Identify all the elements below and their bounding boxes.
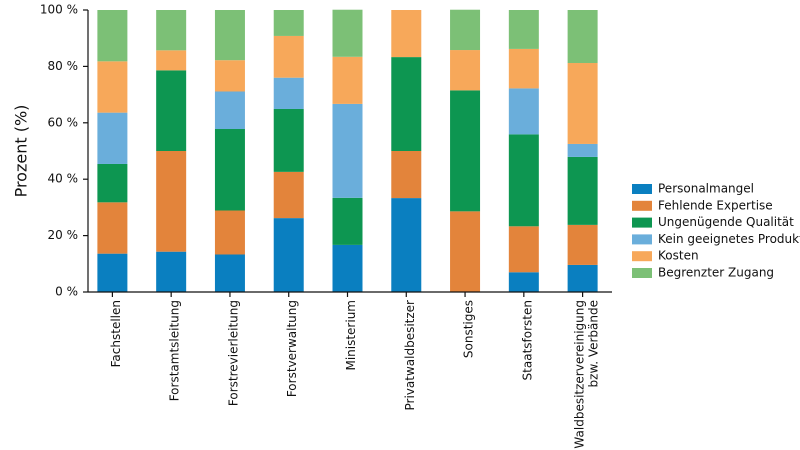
y-tick-label: 80 %	[48, 59, 79, 73]
x-tick-label: Staatsforsten	[520, 300, 534, 380]
y-tick-label: 100 %	[40, 3, 78, 17]
bar-segment	[97, 10, 128, 62]
bar-segment	[391, 151, 422, 199]
bar-segment	[332, 9, 363, 57]
legend-label: Ungenügende Qualität	[658, 215, 794, 229]
x-tick-label: Forstrevierleitung	[226, 300, 240, 406]
legend-swatch	[632, 268, 652, 278]
bar-segment	[332, 56, 363, 104]
legend-label: Kein geeignetes Produkt	[658, 232, 800, 246]
bar-segment	[214, 129, 245, 211]
bar-segment	[156, 10, 187, 51]
bar-segment	[273, 10, 304, 36]
bar-segment	[450, 9, 481, 51]
bar-segment	[332, 244, 363, 292]
bar-segment	[214, 91, 245, 130]
bar-segment	[332, 197, 363, 245]
x-tick-label: Fachstellen	[109, 300, 123, 367]
bar-segment	[273, 108, 304, 172]
x-tick-label-line: Waldbesitzervereinigung	[572, 300, 586, 449]
bar-segment	[450, 90, 481, 212]
legend-swatch	[632, 217, 652, 228]
bar-segment	[391, 198, 422, 292]
bar-segment	[214, 10, 245, 61]
bar-segment	[391, 57, 422, 151]
x-tick-label: Privatwaldbesitzer	[403, 300, 417, 411]
bar-segment	[508, 48, 539, 89]
x-tick-label-line: bzw. Verbände	[586, 300, 600, 387]
bar-segment	[273, 35, 304, 78]
legend-swatch	[632, 200, 652, 211]
y-axis-label: Prozent (%)	[12, 105, 31, 198]
bar-segment	[508, 88, 539, 135]
bar-segment	[214, 210, 245, 255]
bar-segment	[567, 10, 598, 64]
bar-segment	[508, 134, 539, 227]
bar-segment	[156, 50, 187, 71]
x-tick-label: Forstverwaltung	[285, 300, 299, 397]
bar-segment	[273, 218, 304, 292]
legend-label: Kosten	[658, 249, 699, 263]
legend-label: Begrenzter Zugang	[658, 266, 774, 280]
bar-segment	[567, 156, 598, 225]
legend-swatch	[632, 234, 652, 245]
y-tick-label: 60 %	[48, 115, 79, 129]
x-tick-label: Ministerium	[344, 300, 358, 371]
bar-segment	[156, 251, 187, 292]
bar-segment	[508, 226, 539, 273]
x-tick-label: Sonstiges	[462, 300, 476, 358]
bar-segment	[332, 103, 363, 198]
y-tick-label: 0 %	[55, 285, 78, 299]
bar-segment	[567, 143, 598, 157]
x-tick-label: Forstamtsleitung	[168, 300, 182, 401]
legend-swatch	[632, 251, 652, 262]
x-tick-label: Waldbesitzervereinigungbzw. Verbände	[572, 300, 600, 449]
bar-segment	[567, 264, 598, 292]
bar-segment	[508, 10, 539, 49]
bar-segment	[273, 171, 304, 219]
bar-segment	[214, 254, 245, 292]
bar-segment	[97, 61, 128, 113]
bar-segment	[97, 202, 128, 254]
y-tick-label: 40 %	[48, 172, 79, 186]
bar-segment	[97, 163, 128, 203]
legend-swatch	[632, 184, 652, 194]
bar-segment	[273, 77, 304, 109]
bar-segment	[450, 50, 481, 91]
bar-segment	[214, 60, 245, 92]
legend-label: Fehlende Expertise	[658, 198, 773, 212]
bar-segment	[567, 63, 598, 144]
bar-segment	[450, 211, 481, 292]
y-tick-label: 20 %	[48, 228, 79, 242]
bar-segment	[156, 70, 187, 151]
legend-label: Personalmangel	[658, 182, 754, 196]
bar-segment	[156, 151, 187, 252]
bar-segment	[567, 224, 598, 265]
bar-segment	[97, 112, 128, 164]
bar-segment	[391, 10, 422, 58]
bar-segment	[97, 253, 128, 292]
bar-segment	[508, 272, 539, 292]
